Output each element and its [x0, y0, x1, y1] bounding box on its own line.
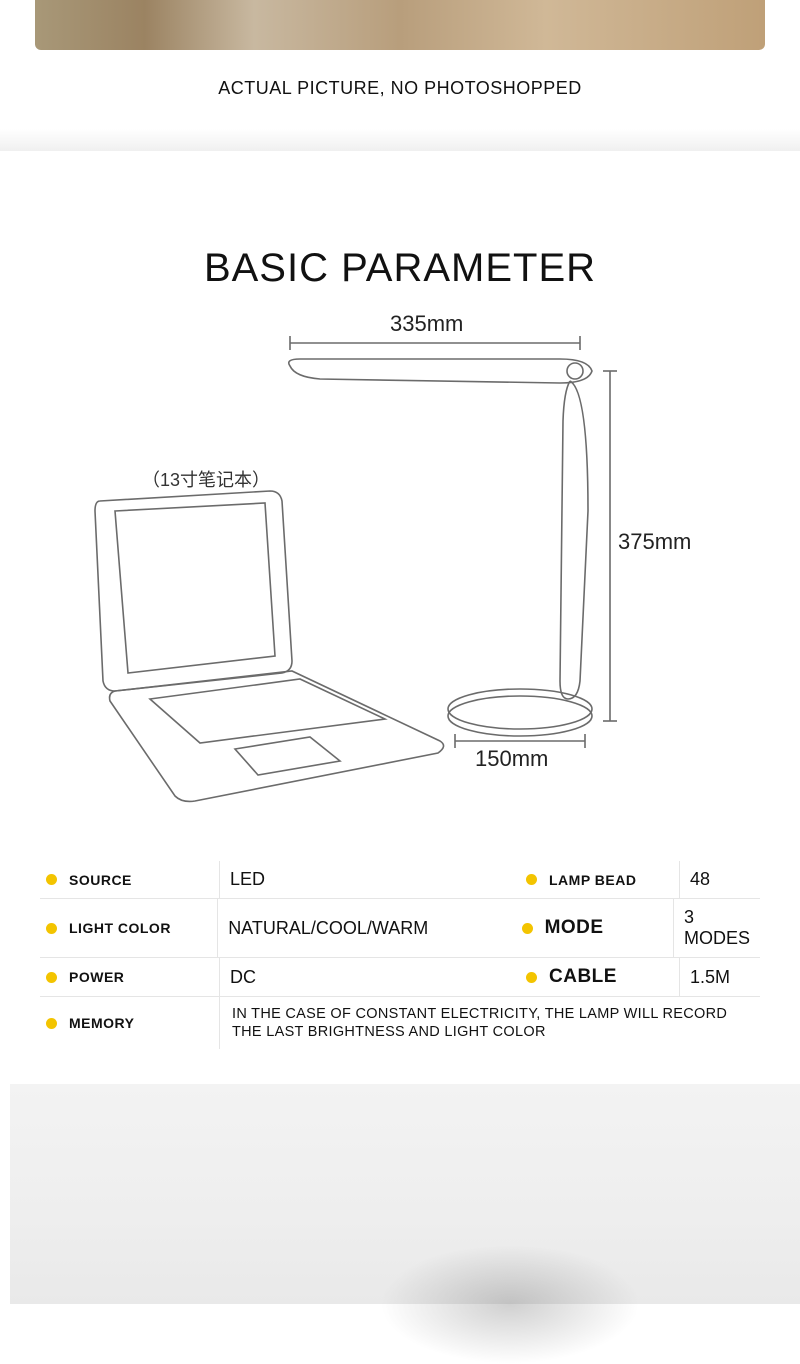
spec-label: LIGHT COLOR [69, 920, 171, 936]
spec-value: 1.5M [680, 958, 760, 996]
spec-label: SOURCE [69, 872, 132, 888]
base-dimension: 150mm [475, 746, 548, 772]
bullet-icon [522, 923, 533, 934]
caption-row: ACTUAL PICTURE, NO PHOTOSHOPPED [0, 50, 800, 129]
bullet-icon [46, 874, 57, 885]
spec-value: 48 [680, 861, 760, 898]
spec-label-cell: LIGHT COLOR [40, 899, 218, 957]
spec-label: LAMP BEAD [549, 872, 636, 888]
top-photo-strip [35, 0, 765, 50]
spec-table: SOURCE LED LAMP BEAD 48 LIGHT COLOR NATU… [40, 861, 760, 1049]
bullet-icon [46, 1018, 57, 1029]
comparison-label: （13寸笔记本） [142, 466, 270, 492]
spec-row: LIGHT COLOR NATURAL/COOL/WARM MODE 3 MOD… [40, 899, 760, 958]
diagram-svg [40, 311, 760, 821]
spec-row: POWER DC CABLE 1.5M [40, 958, 760, 997]
bottom-shadow [380, 1244, 640, 1364]
spec-label-cell: MODE [516, 899, 674, 957]
spec-label-cell: LAMP BEAD [520, 861, 680, 898]
spec-label-cell: MEMORY [40, 997, 220, 1049]
bullet-icon [46, 972, 57, 983]
spec-value: IN THE CASE OF CONSTANT ELECTRICITY, THE… [220, 997, 760, 1049]
spec-row-memory: MEMORY IN THE CASE OF CONSTANT ELECTRICI… [40, 997, 760, 1049]
spec-label-cell: POWER [40, 958, 220, 996]
spec-row: SOURCE LED LAMP BEAD 48 [40, 861, 760, 899]
spec-label: MEMORY [69, 1015, 134, 1031]
width-dimension: 335mm [390, 311, 463, 337]
bullet-icon [526, 972, 537, 983]
spec-label: POWER [69, 969, 124, 985]
spec-value: LED [220, 861, 480, 898]
spec-value: DC [220, 958, 480, 996]
spec-value: 3 MODES [674, 899, 760, 957]
caption-text: ACTUAL PICTURE, NO PHOTOSHOPPED [218, 78, 582, 98]
height-dimension: 375mm [618, 529, 691, 555]
bottom-photo-block [10, 1084, 800, 1304]
bullet-icon [526, 874, 537, 885]
section-title: BASIC PARAMETER [0, 246, 800, 291]
spec-value: NATURAL/COOL/WARM [218, 899, 475, 957]
spec-label: CABLE [549, 966, 617, 988]
divider-gradient [0, 129, 800, 151]
spec-label-cell: CABLE [520, 958, 680, 996]
spec-label-cell: SOURCE [40, 861, 220, 898]
spec-label: MODE [545, 917, 604, 939]
dimension-diagram: 335mm 375mm 150mm （13寸笔记本） [40, 311, 760, 821]
bullet-icon [46, 923, 57, 934]
